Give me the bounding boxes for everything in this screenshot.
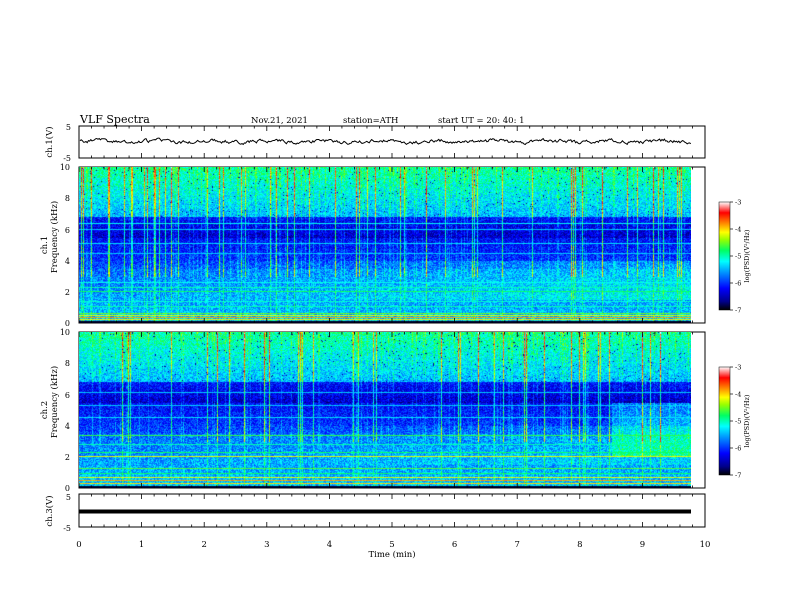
x-tick-label-10: 10 — [700, 540, 711, 550]
date-label: Nov.21, 2021 — [251, 116, 308, 126]
colorbar-tick-label: -7 — [735, 307, 741, 315]
x-tick-label-7: 7 — [514, 540, 519, 550]
colorbar-tick-label: -6 — [735, 280, 741, 288]
colorbar-tick-label: -5 — [735, 253, 741, 261]
ch1-colorbar-gradient — [718, 201, 731, 311]
ch2-ytick-0: 0 — [65, 484, 70, 493]
ch1-waveform-ticks — [78, 126, 706, 158]
ch1-ytick-bottom: -5 — [63, 154, 71, 163]
ch1-ytick-10: 10 — [60, 163, 70, 172]
x-tick-label-1: 1 — [139, 540, 144, 550]
ch1-ytick-top: 5 — [66, 123, 71, 132]
ch1-ylabel-frequency: Frequency (kHz) — [49, 201, 60, 273]
ch1-ytick-6: 6 — [65, 226, 70, 235]
ch1-colorbar-label: log(PSD)(V²/Hz) — [743, 229, 751, 282]
ch2-colorbar-label: log(PSD)(V²/Hz) — [743, 394, 751, 447]
ch1-spectrogram-panel: 0 2 4 6 8 10 ch.1 Frequency (kHz) — [40, 163, 706, 328]
ch3-waveform-ticks — [78, 494, 706, 527]
ch2-ytick-6: 6 — [65, 391, 70, 400]
ch1-waveform-panel: 5 -5 ch.1(V) — [44, 123, 706, 163]
ch2-ytick-8: 8 — [65, 359, 70, 368]
x-tick-label-8: 8 — [577, 540, 582, 550]
ch1-ylabel: ch.1(V) — [44, 126, 55, 157]
colorbar-tick-label: -3 — [735, 364, 741, 372]
start-time-label: start UT = 20: 40: 1 — [438, 116, 525, 126]
colorbar-tick-label: -6 — [735, 445, 741, 453]
ch3-waveform-panel: 5 -5 ch.3(V) — [44, 493, 706, 533]
ch1-spectrogram-ticks — [78, 167, 706, 323]
ch3-ytick-bottom: -5 — [63, 524, 71, 533]
colorbar-tick-label: -3 — [735, 199, 741, 207]
station-label: station=ATH — [343, 116, 398, 126]
ch2-ylabel-frequency: Frequency (kHz) — [49, 366, 60, 438]
x-tick-label-9: 9 — [640, 540, 645, 550]
ch2-colorbar-ticks: -3 -4 -5 -6 -7 — [730, 364, 741, 480]
x-tick-label-5: 5 — [389, 540, 394, 550]
colorbar-tick-label: -4 — [735, 226, 741, 234]
x-tick-label-0: 0 — [76, 540, 81, 550]
ch2-colorbar-gradient — [718, 366, 731, 476]
colorbar-tick-label: -4 — [735, 391, 741, 399]
x-axis-label: Time (min) — [368, 549, 415, 560]
ch1-waveform-frame — [78, 125, 706, 159]
ch1-ytick-8: 8 — [65, 194, 70, 203]
x-tick-label-6: 6 — [452, 540, 457, 550]
ch1-colorbar: -3 -4 -5 -6 -7 log(PSD)(V²/Hz) — [718, 199, 751, 315]
ch2-colorbar: -3 -4 -5 -6 -7 log(PSD)(V²/Hz) — [718, 364, 751, 480]
ch3-ytick-top: 5 — [66, 493, 71, 502]
colorbar-tick-label: -7 — [735, 472, 741, 480]
ch1-ytick-0: 0 — [65, 319, 70, 328]
ch1-ytick-4: 4 — [65, 257, 70, 266]
ch2-ylabel-channel: ch.2 — [40, 401, 50, 419]
ch3-ylabel: ch.3(V) — [44, 495, 55, 526]
ch1-colorbar-ticks: -3 -4 -5 -6 -7 — [730, 199, 741, 315]
ch1-ylabel-channel: ch.1 — [40, 236, 50, 254]
ch2-spectrogram-panel: 0 2 4 6 8 10 ch.2 Frequency (kHz) — [40, 328, 706, 493]
ch2-spectrogram-image — [79, 332, 691, 488]
ch2-ytick-10: 10 — [60, 328, 70, 337]
x-tick-label-3: 3 — [264, 540, 269, 550]
ch2-ytick-4: 4 — [65, 422, 70, 431]
ch1-waveform-line — [79, 137, 692, 146]
ch1-ytick-2: 2 — [65, 288, 70, 297]
x-tick-label-4: 4 — [327, 540, 332, 550]
ch2-spectrogram-ticks — [78, 332, 706, 488]
colorbar-tick-label: -5 — [735, 418, 741, 426]
ch2-ytick-2: 2 — [65, 453, 70, 462]
x-tick-label-2: 2 — [201, 540, 206, 550]
figure-title: VLF Spectra — [79, 113, 150, 126]
ch1-spectrogram-image — [79, 167, 691, 323]
x-axis-tick-labels: 0 1 2 3 4 5 6 7 8 9 10 — [76, 540, 710, 550]
